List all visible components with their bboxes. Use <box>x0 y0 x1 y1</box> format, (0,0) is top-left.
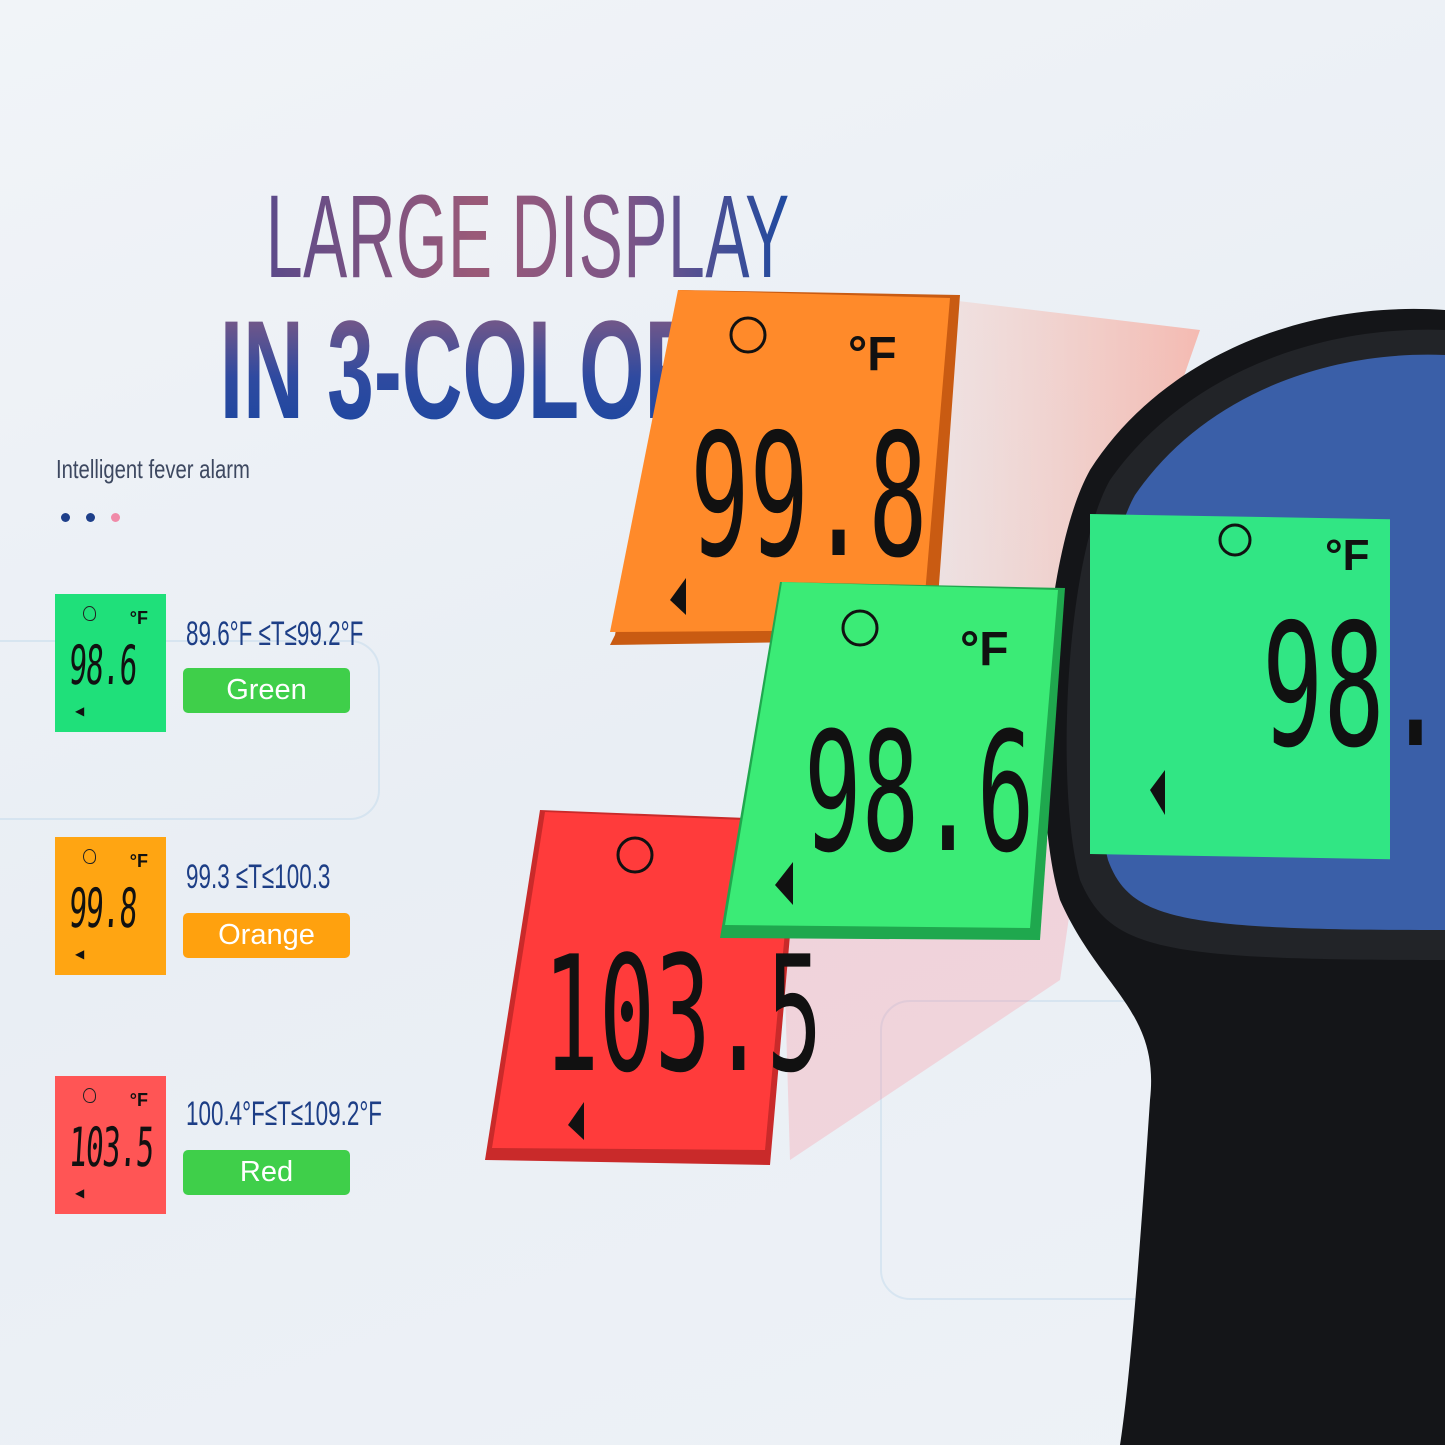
unit-label: °F <box>129 608 148 628</box>
red-screen-swatch: °F 103.5 ◀ <box>55 1076 166 1214</box>
headline-line1: LARGE DISPLAY <box>265 171 790 303</box>
subtitle: Intelligent fever alarm <box>56 454 250 484</box>
orange-screen-swatch: °F 99.8 ◀ <box>55 837 166 975</box>
red-display <box>492 812 795 1150</box>
green-display <box>725 582 1058 928</box>
red-label: Red <box>183 1150 350 1195</box>
head-icon <box>83 849 96 864</box>
orange-label: Orange <box>183 913 350 958</box>
speaker-mute-icon <box>568 1102 584 1140</box>
head-icon <box>841 609 879 647</box>
green-label: Green <box>183 668 350 713</box>
dot-indicator <box>111 513 120 522</box>
head-icon <box>83 1088 96 1103</box>
unit-label: °F <box>129 1090 148 1110</box>
light-beam <box>930 300 1200 640</box>
speaker-mute-icon <box>1150 770 1165 815</box>
background-decoration <box>0 640 380 820</box>
speaker-mute-icon <box>775 862 793 905</box>
red-range: 100.4°F≤T≤109.2°F <box>186 1095 383 1133</box>
unit-label: °F <box>960 623 1009 676</box>
dot-indicator <box>86 513 95 522</box>
green-screen-swatch: °F 98.6 ◀ <box>55 594 166 732</box>
green-reading: 98.6 <box>804 697 1034 889</box>
speaker-mute-icon <box>670 578 686 615</box>
device-reading: 98.6 <box>1262 589 1445 787</box>
green-range: 89.6°F ≤T≤99.2°F <box>186 615 364 653</box>
red-reading: 103.5 <box>543 922 822 1108</box>
head-icon <box>1218 523 1252 557</box>
head-icon <box>729 316 767 354</box>
dot-indicator <box>61 513 70 522</box>
head-icon <box>616 836 654 874</box>
speaker-mute-icon: ◀ <box>75 704 85 718</box>
unit-label: °F <box>848 328 897 381</box>
unit-label: °F <box>129 851 148 871</box>
unit-label: °F <box>1325 531 1369 580</box>
speaker-mute-icon: ◀ <box>75 1186 85 1200</box>
head-icon <box>83 606 96 621</box>
orange-display <box>610 290 950 632</box>
speaker-mute-icon: ◀ <box>75 947 85 961</box>
orange-reading: 99.8 <box>690 397 927 595</box>
headline-line2: IN 3-COLOR <box>219 291 706 448</box>
orange-range: 99.3 ≤T≤100.3 <box>186 858 331 896</box>
